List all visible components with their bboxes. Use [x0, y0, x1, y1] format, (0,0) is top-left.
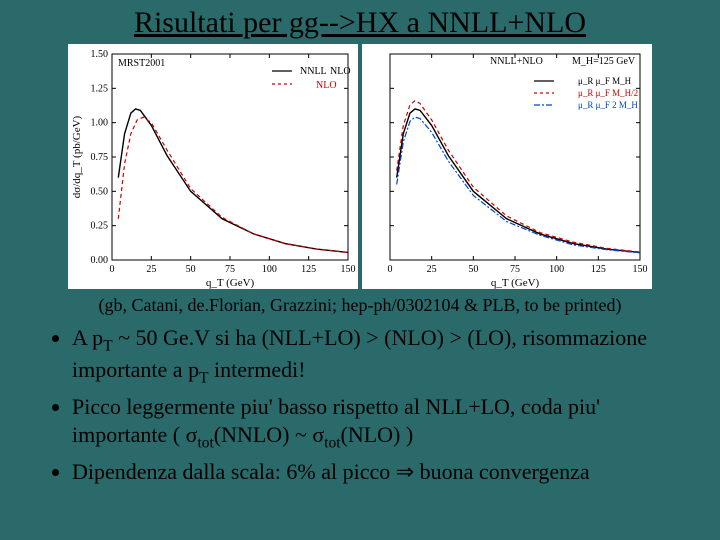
svg-text:1.25: 1.25 — [91, 83, 109, 94]
svg-text:NLO: NLO — [330, 66, 351, 77]
svg-text:q_T (GeV): q_T (GeV) — [491, 277, 540, 289]
bullet-3: Dipendenza dalla scala: 6% al picco ⇒ bu… — [72, 458, 672, 486]
svg-text:NNLL: NNLL — [300, 66, 327, 77]
svg-text:100: 100 — [262, 264, 277, 275]
svg-text:0: 0 — [388, 264, 393, 275]
citation: (gb, Catani, de.Florian, Grazzini; hep-p… — [0, 289, 720, 320]
svg-text:0: 0 — [110, 264, 115, 275]
svg-text:50: 50 — [468, 264, 478, 275]
svg-text:75: 75 — [225, 264, 235, 275]
svg-text:M_H=125 GeV: M_H=125 GeV — [572, 56, 636, 67]
chart-right: 0 25 50 75 100 125 150 NNLL+NLO M_H=125 GeV μ_R μ… — [362, 44, 652, 289]
bullet-2: Picco leggermente piu' basso rispetto al… — [72, 393, 672, 452]
charts-row: 0 25 50 75 100 125 150 0.00 0.25 0.50 0.75 1.00 1.25… — [0, 44, 720, 289]
svg-text:NNLL+NLO: NNLL+NLO — [490, 56, 543, 67]
svg-text:25: 25 — [146, 264, 156, 275]
svg-text:NLO: NLO — [316, 80, 337, 91]
svg-text:1.00: 1.00 — [91, 118, 109, 129]
svg-text:MRST2001: MRST2001 — [118, 58, 165, 69]
chart-left: 0 25 50 75 100 125 150 0.00 0.25 0.50 0.75 1.00 1.25… — [68, 44, 358, 289]
svg-text:1.50: 1.50 — [91, 49, 109, 60]
svg-text:μ_R μ_F M_H/2: μ_R μ_F M_H/2 — [578, 88, 638, 98]
svg-text:25: 25 — [427, 264, 437, 275]
svg-text:0.00: 0.00 — [91, 255, 109, 266]
svg-text:100: 100 — [549, 264, 564, 275]
svg-text:dσ/dq_T (pb/GeV): dσ/dq_T (pb/GeV) — [71, 115, 83, 198]
svg-text:125: 125 — [591, 264, 606, 275]
svg-text:0.50: 0.50 — [91, 186, 109, 197]
svg-text:μ_R μ_F 2 M_H: μ_R μ_F 2 M_H — [578, 100, 638, 110]
svg-text:μ_R μ_F M_H: μ_R μ_F M_H — [578, 76, 632, 86]
bullet-1: A pT ~ 50 Ge.V si ha (NLL+LO) > (NLO) > … — [72, 324, 672, 387]
svg-text:q_T (GeV): q_T (GeV) — [206, 277, 255, 289]
svg-text:0.25: 0.25 — [91, 221, 109, 232]
svg-text:125: 125 — [301, 264, 316, 275]
bullets: A pT ~ 50 Ge.V si ha (NLL+LO) > (NLO) > … — [0, 324, 720, 486]
svg-text:150: 150 — [341, 264, 356, 275]
svg-text:150: 150 — [633, 264, 648, 275]
svg-text:50: 50 — [186, 264, 196, 275]
slide-title: Risultati per gg-->HX a NNLL+NLO — [0, 0, 720, 44]
svg-text:0.75: 0.75 — [91, 152, 109, 163]
svg-text:75: 75 — [510, 264, 520, 275]
